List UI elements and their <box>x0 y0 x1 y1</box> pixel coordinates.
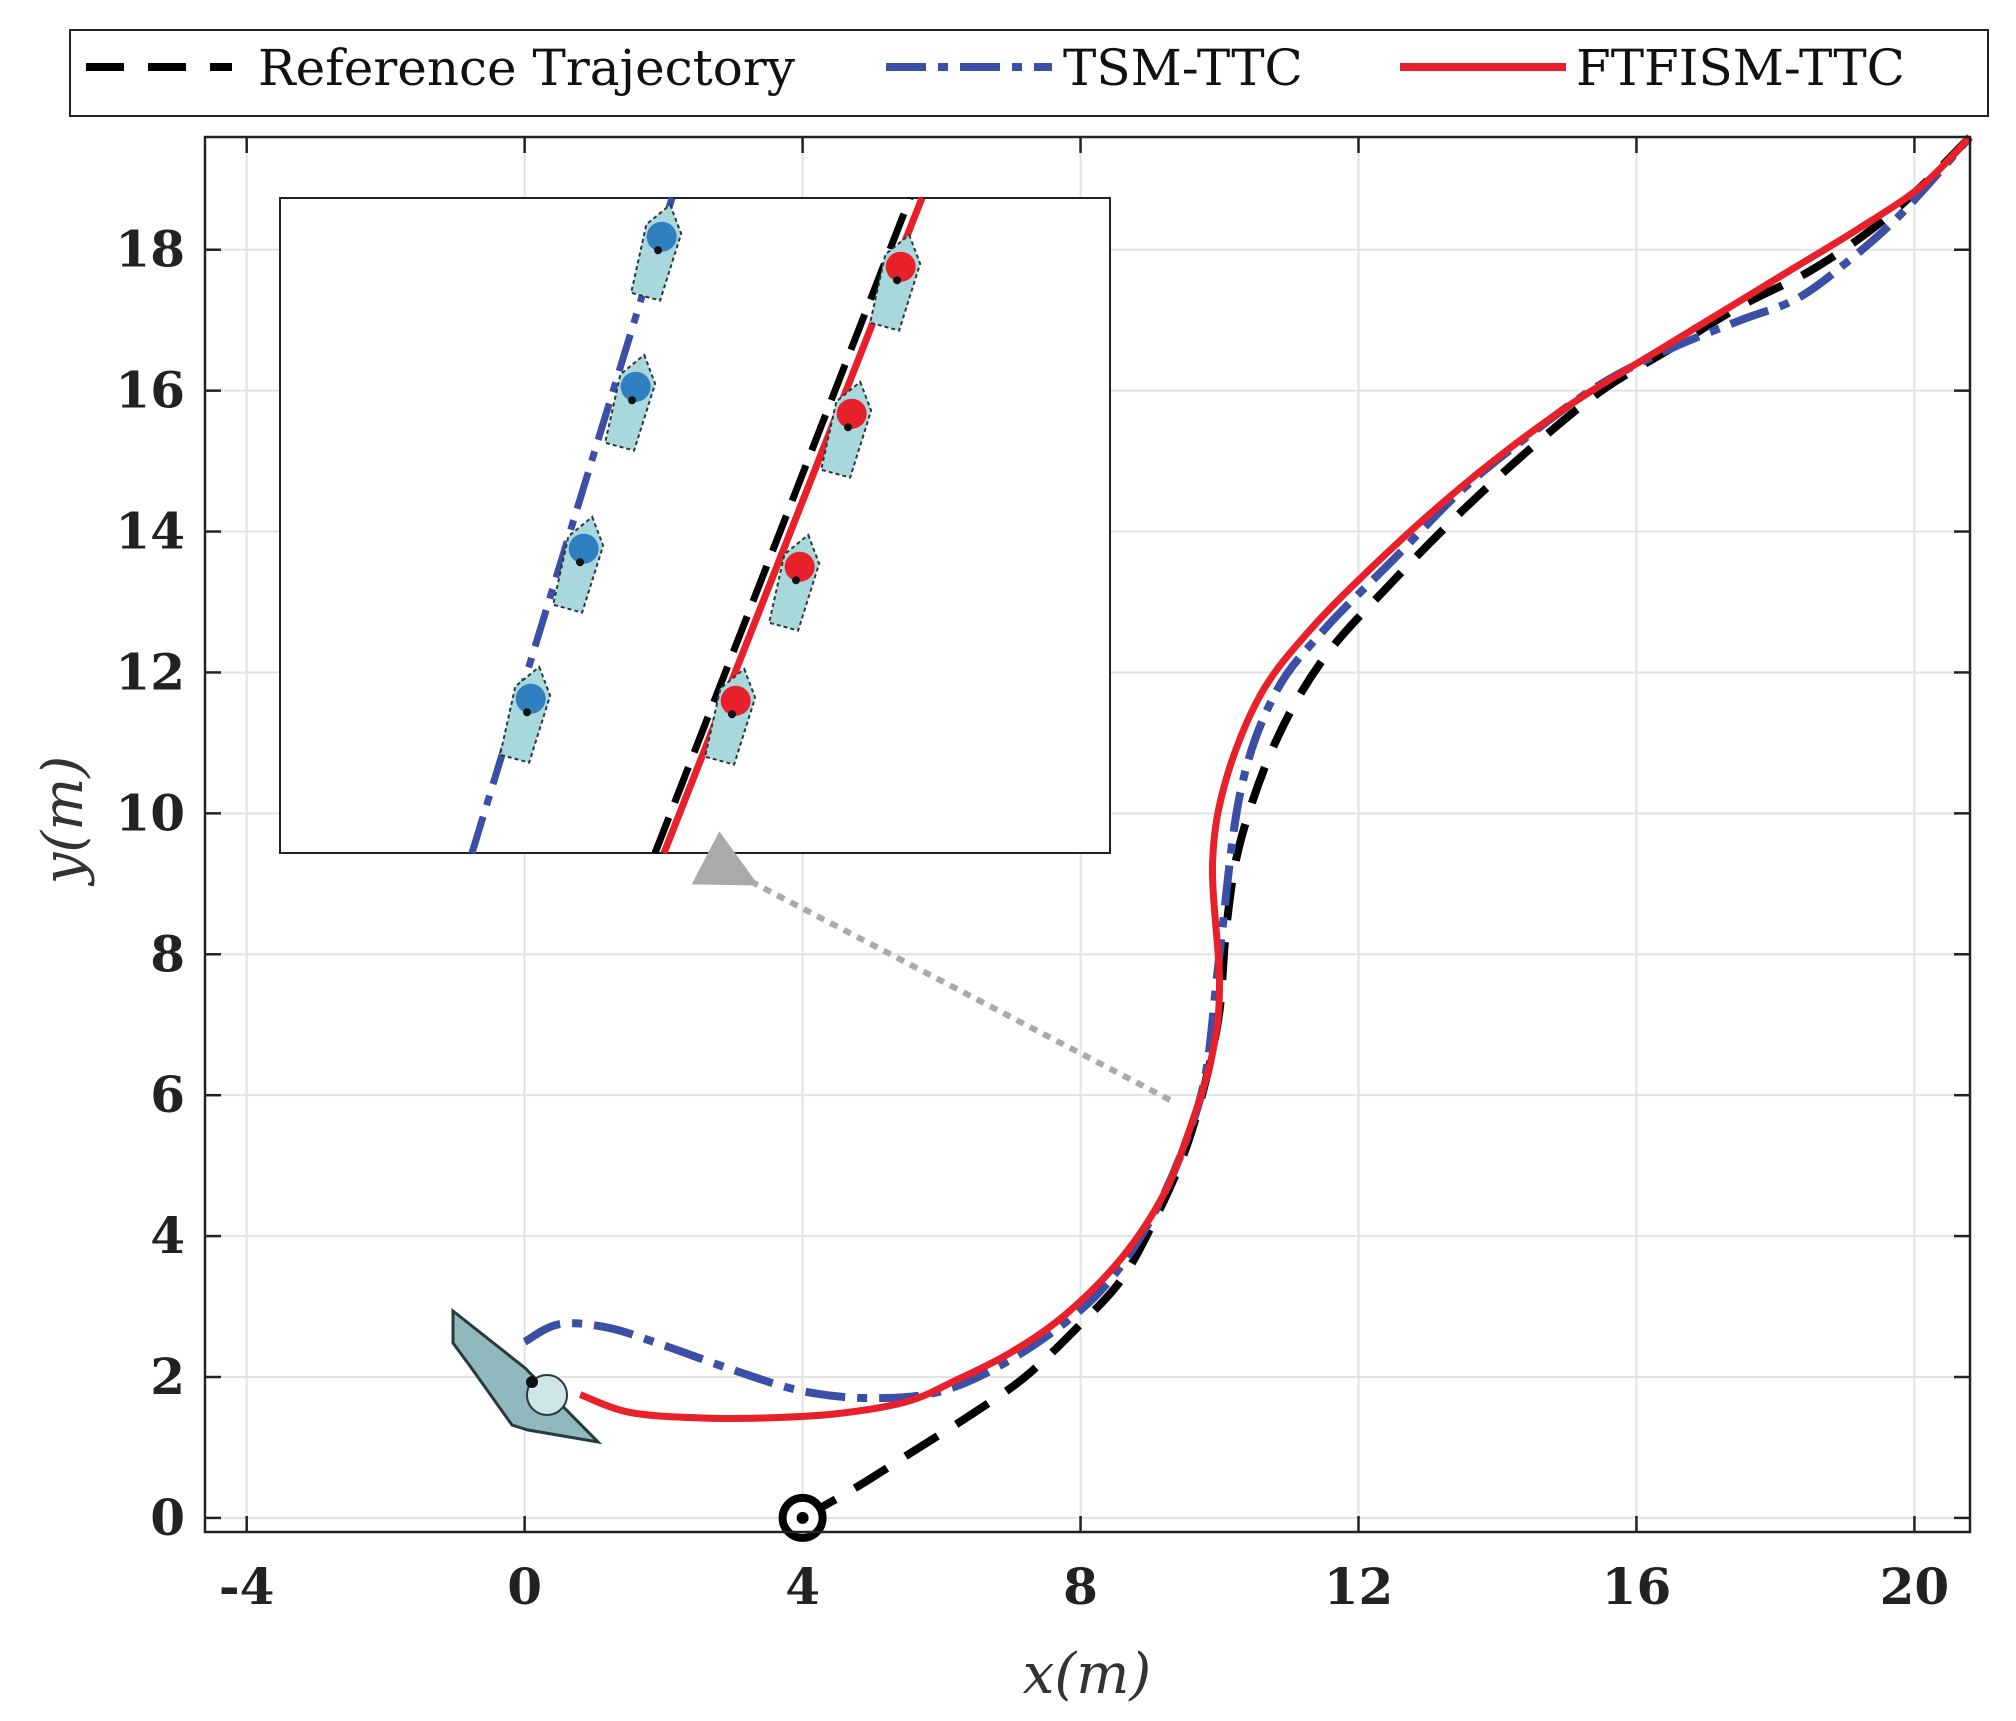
inset-zoom-panel <box>279 196 1111 855</box>
inset-vessel-dot <box>728 710 737 719</box>
inset-vessel-dot <box>844 423 853 432</box>
y-tick-label: 14 <box>115 502 185 561</box>
legend-label-tsm-ttc: TSM-TTC <box>1063 39 1303 97</box>
vessel-icon <box>451 1307 603 1445</box>
inset-vessel <box>703 667 757 766</box>
y-tick-label: 16 <box>115 361 185 420</box>
y-tick-label: 10 <box>115 783 185 842</box>
y-tick-label: 18 <box>115 220 185 279</box>
x-tick-label: 20 <box>1880 1557 1950 1616</box>
inset-frame <box>279 197 1111 854</box>
inset-pointer-arrow <box>691 831 1172 1103</box>
inset-vessel-hub <box>720 685 751 716</box>
start-marker <box>778 1493 827 1542</box>
x-tick-label: 0 <box>507 1557 542 1616</box>
inset-vessel <box>603 353 657 452</box>
inset-vessel-dot <box>792 576 801 585</box>
x-tick-label: -4 <box>219 1557 275 1616</box>
y-axis-title: y(m) <box>31 756 96 887</box>
x-tick-label: 4 <box>785 1557 820 1616</box>
inset-vessel-dot <box>523 708 532 717</box>
inset-vessel-hub <box>885 251 916 282</box>
y-tick-label: 6 <box>150 1065 185 1124</box>
axis-ticks: -4 0 4 8 12 16 20 0 2 4 6 8 10 12 14 16 18 <box>115 137 1970 1616</box>
inset-vessel <box>819 380 873 479</box>
legend-label-reference: Reference Trajectory <box>258 39 796 97</box>
inset-vessel-markers <box>498 203 922 766</box>
x-tick-label: 12 <box>1324 1557 1394 1616</box>
x-axis-title: x(m) <box>1023 1642 1151 1707</box>
y-tick-label: 8 <box>150 924 185 983</box>
inset-vessel-hub <box>568 533 599 564</box>
inset-vessel-hub <box>620 371 651 402</box>
y-tick-label: 12 <box>115 642 185 701</box>
x-tick-label: 8 <box>1063 1557 1098 1616</box>
inset-vessel <box>767 533 821 632</box>
inset-vessel-dot <box>576 558 585 567</box>
vessel-center-dot <box>526 1376 538 1388</box>
legend-label-ftfism-ttc: FTFISM-TTC <box>1576 39 1905 97</box>
inset-vessel-hub <box>836 398 867 429</box>
inset-vessel-hub <box>784 551 815 582</box>
start-dot <box>796 1511 809 1524</box>
inset-vessel-hub <box>515 683 546 714</box>
inset-vessel <box>551 515 605 614</box>
y-tick-label: 0 <box>150 1488 185 1547</box>
series-ftfism-ttc <box>578 134 1973 1422</box>
inset-vessel <box>868 233 922 332</box>
inset-vessel-dot <box>628 396 637 405</box>
series-layer <box>522 134 1973 1522</box>
inset-vessel <box>498 665 552 764</box>
inset-vessel-dot <box>893 276 902 285</box>
inset-vessel-dot <box>654 246 663 255</box>
inset-vessel-hub <box>646 221 677 252</box>
inset-tsm-ttc-path <box>468 196 676 855</box>
x-tick-label: 16 <box>1602 1557 1672 1616</box>
legend-box <box>69 29 1989 117</box>
inset-reference-path <box>651 196 914 855</box>
y-tick-label: 4 <box>150 1206 185 1265</box>
series-reference-trajectory <box>800 134 1973 1522</box>
y-tick-label: 2 <box>150 1347 185 1406</box>
legend: Reference Trajectory TSM-TTC FTFISM-TTC <box>69 29 1989 117</box>
axes-frame <box>203 135 1972 1534</box>
inset-vessel <box>629 203 683 302</box>
